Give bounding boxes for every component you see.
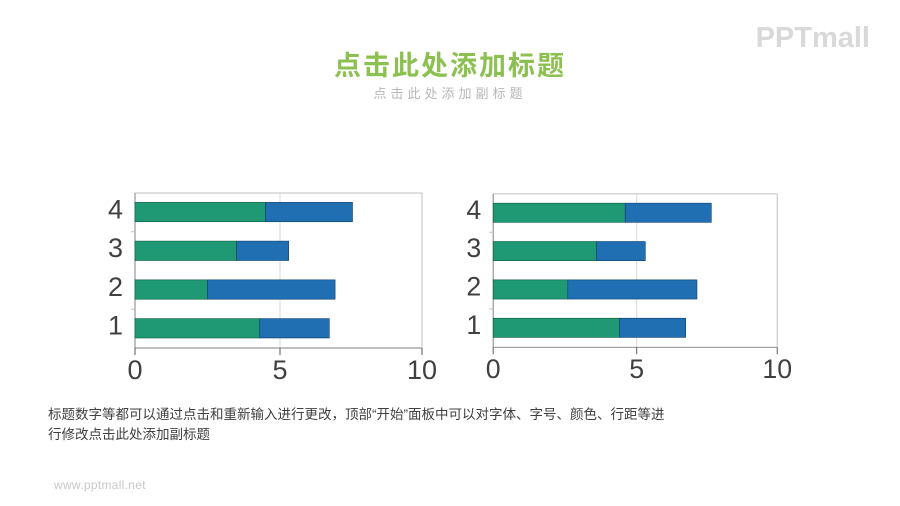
svg-text:3: 3: [466, 233, 481, 263]
svg-text:1: 1: [466, 310, 481, 340]
svg-text:5: 5: [272, 355, 287, 385]
svg-text:5: 5: [629, 354, 644, 384]
svg-text:10: 10: [762, 354, 792, 384]
svg-text:2: 2: [108, 272, 123, 302]
svg-text:4: 4: [466, 195, 481, 225]
svg-text:0: 0: [486, 354, 501, 384]
svg-text:0: 0: [127, 355, 142, 385]
svg-text:2: 2: [466, 272, 481, 302]
svg-text:4: 4: [108, 194, 123, 224]
svg-text:1: 1: [108, 311, 123, 341]
svg-text:3: 3: [108, 233, 123, 263]
